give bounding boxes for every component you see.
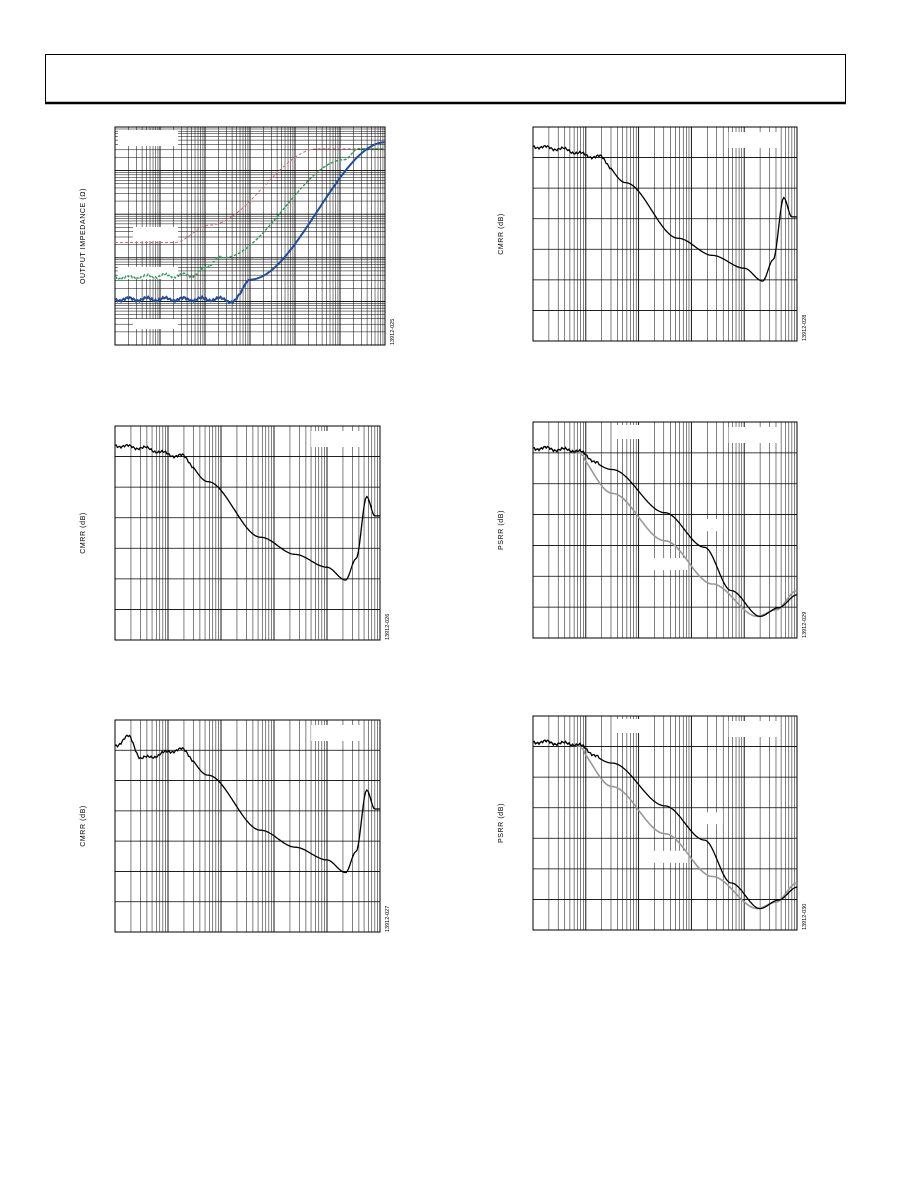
trace [115,148,385,243]
legend-box [613,719,651,733]
y-axis-label: CMRR (dB) [80,805,87,847]
y-axis-label: OUTPUT IMPEDANCE (Ω) [80,188,87,284]
y-axis-label: CMRR (dB) [498,213,505,255]
y-axis-label: PSRR (dB) [498,510,505,550]
legend-box [728,427,779,443]
legend-box [613,425,651,439]
figure-code: 13912-026 [385,614,391,640]
legend-box [118,267,178,279]
y-axis-label: CMRR (dB) [80,512,87,554]
legend-box [133,319,178,329]
trace [114,141,385,305]
legend-box [728,132,779,148]
trace [114,148,385,281]
trace [532,739,798,910]
trace [532,445,798,618]
trace [532,144,797,282]
legend-box [118,130,178,146]
y-axis-label: PSRR (dB) [498,803,505,843]
legend-box [653,850,687,863]
plot-frame [114,425,381,641]
figure-code: 13912-027 [385,906,391,932]
figure-code: 13912-025 [390,319,396,345]
legend-box [311,431,362,447]
plot-frame [532,126,798,342]
legend-box [728,721,779,737]
legend-box [311,725,362,741]
trace [114,443,380,581]
plot-frame [532,715,798,931]
legend-box [133,227,178,241]
figure-code: 13912-029 [802,612,808,638]
legend-box [693,812,723,825]
plot-frame [114,719,381,933]
figure-code: 13912-028 [802,315,808,341]
legend-box [653,558,687,571]
figure-code: 13912-030 [802,904,808,930]
plot-frame [532,421,798,639]
legend-box [693,519,723,532]
header-box [45,54,846,104]
trace [114,734,380,874]
